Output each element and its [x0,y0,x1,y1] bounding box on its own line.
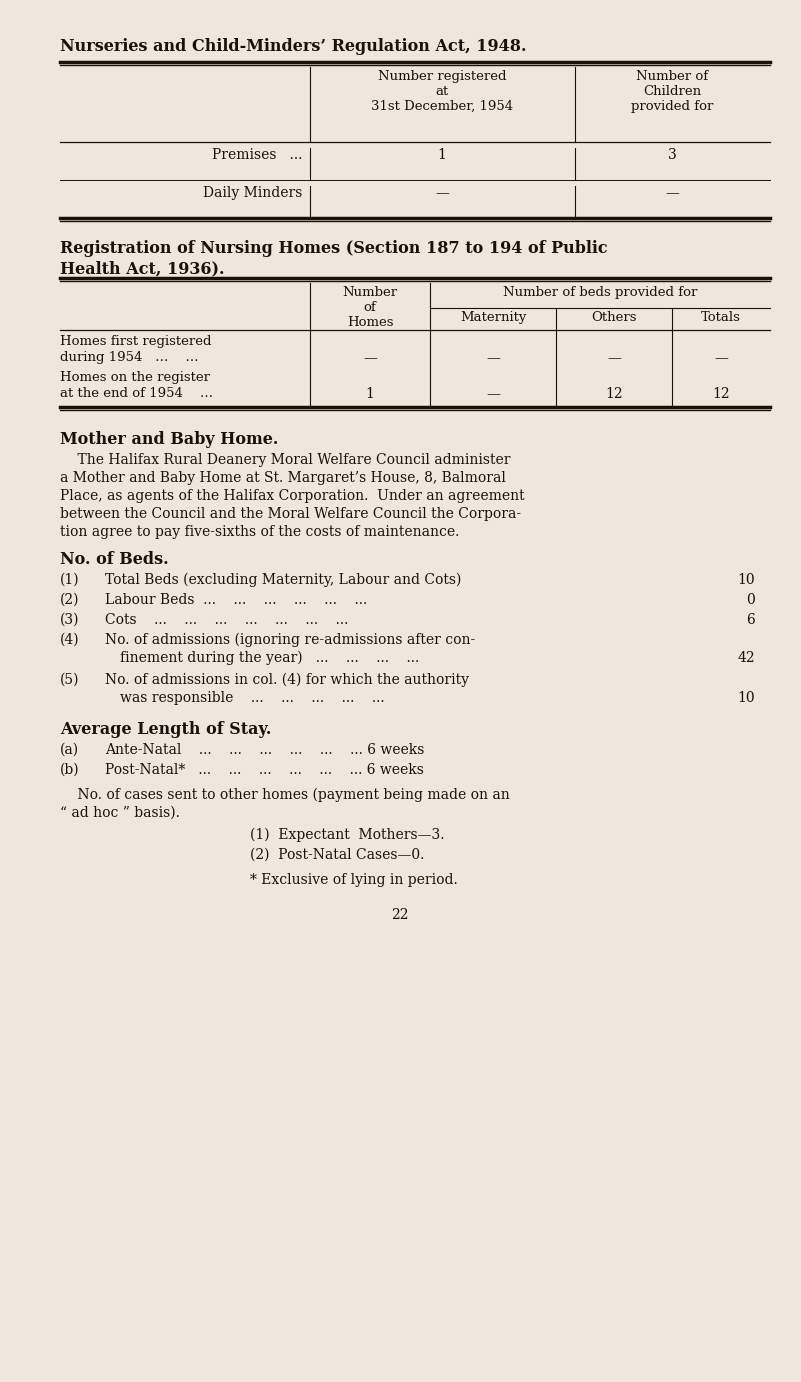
Text: during 1954   …    …: during 1954 … … [60,351,199,363]
Text: (5): (5) [60,673,79,687]
Text: Labour Beds  ...    ...    ...    ...    ...    ...: Labour Beds ... ... ... ... ... ... [105,593,367,607]
Text: 12: 12 [712,387,730,401]
Text: Others: Others [591,311,637,323]
Text: 6: 6 [747,614,755,627]
Text: tion agree to pay five-sixths of the costs of maintenance.: tion agree to pay five-sixths of the cos… [60,525,460,539]
Text: was responsible    ...    ...    ...    ...    ...: was responsible ... ... ... ... ... [120,691,384,705]
Text: Registration of Nursing Homes (Section 187 to 194 of Public: Registration of Nursing Homes (Section 1… [60,240,608,257]
Text: Ante-Natal    ...    ...    ...    ...    ...    ... 6 weeks: Ante-Natal ... ... ... ... ... ... 6 wee… [105,744,425,757]
Text: —: — [665,187,679,200]
Text: No. of admissions in col. (4) for which the authority: No. of admissions in col. (4) for which … [105,673,469,687]
Text: 10: 10 [738,574,755,587]
Text: Daily Minders: Daily Minders [203,187,302,200]
Text: Number
of
Homes: Number of Homes [343,286,397,329]
Text: Homes on the register: Homes on the register [60,370,210,384]
Text: 3: 3 [667,148,676,162]
Text: 10: 10 [738,691,755,705]
Text: 0: 0 [747,593,755,607]
Text: —: — [363,351,377,365]
Text: Homes first registered: Homes first registered [60,334,211,348]
Text: Total Beds (excluding Maternity, Labour and Cots): Total Beds (excluding Maternity, Labour … [105,574,461,587]
Text: 1: 1 [437,148,446,162]
Text: No. of Beds.: No. of Beds. [60,551,169,568]
Text: Health Act, 1936).: Health Act, 1936). [60,260,224,276]
Text: 22: 22 [391,908,409,922]
Text: 42: 42 [738,651,755,665]
Text: The Halifax Rural Deanery Moral Welfare Council administer: The Halifax Rural Deanery Moral Welfare … [60,453,510,467]
Text: at the end of 1954    …: at the end of 1954 … [60,387,213,399]
Text: “ ad hoc ” basis).: “ ad hoc ” basis). [60,806,180,820]
Text: (4): (4) [60,633,79,647]
Text: (2)  Post-Natal Cases—0.: (2) Post-Natal Cases—0. [250,849,425,862]
Text: a Mother and Baby Home at St. Margaret’s House, 8, Balmoral: a Mother and Baby Home at St. Margaret’s… [60,471,506,485]
Text: 12: 12 [606,387,623,401]
Text: No. of admissions (ignoring re-admissions after con-: No. of admissions (ignoring re-admission… [105,633,475,647]
Text: finement during the year)   ...    ...    ...    ...: finement during the year) ... ... ... ..… [120,651,419,665]
Text: —: — [435,187,449,200]
Text: Number of
Children
provided for: Number of Children provided for [631,70,713,113]
Text: No. of cases sent to other homes (payment being made on an: No. of cases sent to other homes (paymen… [60,788,509,803]
Text: between the Council and the Moral Welfare Council the Corpora-: between the Council and the Moral Welfar… [60,507,521,521]
Text: (b): (b) [60,763,79,777]
Text: Place, as agents of the Halifax Corporation.  Under an agreement: Place, as agents of the Halifax Corporat… [60,489,525,503]
Text: 1: 1 [365,387,374,401]
Text: Cots    ...    ...    ...    ...    ...    ...    ...: Cots ... ... ... ... ... ... ... [105,614,348,627]
Text: Premises   ...: Premises ... [211,148,302,162]
Text: Number of beds provided for: Number of beds provided for [503,286,697,299]
Text: (1)  Expectant  Mothers—3.: (1) Expectant Mothers—3. [250,828,445,843]
Text: Mother and Baby Home.: Mother and Baby Home. [60,431,279,448]
Text: Nurseries and Child-Minders’ Regulation Act, 1948.: Nurseries and Child-Minders’ Regulation … [60,37,526,55]
Text: —: — [607,351,621,365]
Text: Average Length of Stay.: Average Length of Stay. [60,721,272,738]
Text: —: — [714,351,728,365]
Text: (2): (2) [60,593,79,607]
Text: —: — [486,387,500,401]
Text: Post-Natal*   ...    ...    ...    ...    ...    ... 6 weeks: Post-Natal* ... ... ... ... ... ... 6 we… [105,763,424,777]
Text: Maternity: Maternity [460,311,526,323]
Text: (3): (3) [60,614,79,627]
Text: * Exclusive of lying in period.: * Exclusive of lying in period. [250,873,457,887]
Text: Number registered
at
31st December, 1954: Number registered at 31st December, 1954 [371,70,513,113]
Text: (1): (1) [60,574,79,587]
Text: Totals: Totals [701,311,741,323]
Text: —: — [486,351,500,365]
Text: (a): (a) [60,744,79,757]
